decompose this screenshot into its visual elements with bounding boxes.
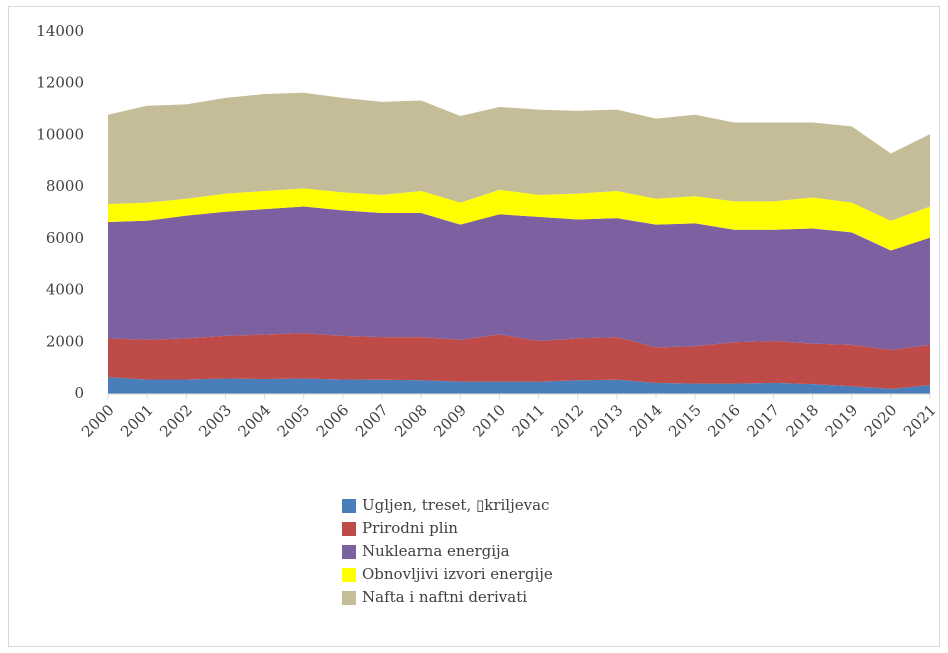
area: [108, 92, 930, 221]
legend-label: Obnovljivi izvori energije: [362, 565, 553, 583]
legend-swatch: [342, 591, 356, 605]
y-tick-label: 10000: [36, 125, 84, 143]
area: [108, 333, 930, 389]
legend-label: Nuklearna energija: [362, 542, 510, 560]
area: [108, 188, 930, 251]
area: [108, 377, 930, 394]
legend-label: Ugljen, treset, ▯kriljevac: [362, 496, 549, 514]
legend-swatch: [342, 545, 356, 559]
legend-swatch: [342, 499, 356, 513]
y-tick-label: 2000: [46, 332, 84, 350]
y-tick-label: 4000: [46, 281, 84, 299]
y-tick-label: 8000: [46, 177, 84, 195]
y-tick-label: 6000: [46, 229, 84, 247]
legend-swatch: [342, 522, 356, 536]
legend-swatch: [342, 568, 356, 582]
legend-label: Nafta i naftni derivati: [362, 588, 527, 606]
legend-label: Prirodni plin: [362, 519, 458, 537]
y-tick-label: 0: [74, 384, 84, 402]
y-tick-label: 12000: [36, 74, 84, 92]
y-tick-label: 14000: [36, 22, 84, 40]
area: [108, 206, 930, 351]
